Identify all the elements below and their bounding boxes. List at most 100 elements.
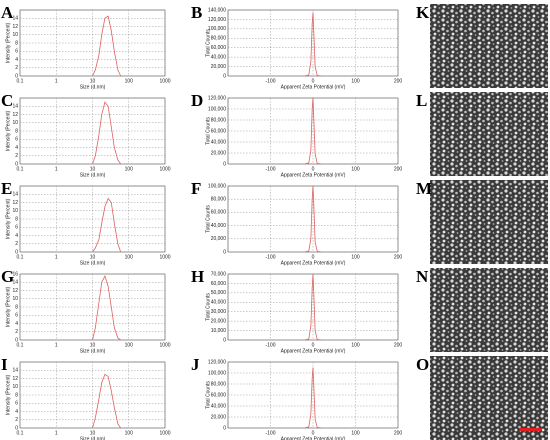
y-tick-label: 0 (223, 425, 226, 431)
x-axis-title: Size (d.nm) (80, 84, 106, 90)
data-line (92, 275, 121, 341)
y-tick-label: 2 (15, 65, 18, 71)
x-tick-label: 100 (351, 342, 360, 348)
y-tick-label: 20,000 (211, 150, 227, 156)
y-axis-title: Total Counts (205, 205, 211, 233)
x-axis-title: Apparent Zeta Potential (mV) (281, 84, 346, 90)
x-tick-label: 0.1 (17, 254, 24, 260)
y-tick-label: 14 (12, 280, 18, 286)
x-tick-label: 1 (55, 166, 58, 172)
panel-letter: M (416, 179, 432, 198)
micrograph (430, 180, 548, 264)
x-tick-label: 100 (351, 166, 360, 172)
data-line (92, 197, 122, 253)
data-line (304, 12, 322, 77)
x-tick-label: 1000 (159, 342, 170, 348)
panel-letter: N (416, 267, 429, 286)
x-tick-label: 100 (351, 254, 360, 260)
panel-letter: L (416, 91, 427, 110)
y-tick-label: 6 (15, 225, 18, 231)
y-tick-label: 30,000 (211, 309, 227, 315)
data-line (92, 373, 122, 429)
panel-letter: O (416, 355, 429, 374)
x-tick-label: -100 (265, 430, 275, 436)
data-line (92, 101, 122, 165)
y-tick-label: 0 (223, 337, 226, 343)
panel-letter: D (191, 91, 203, 110)
y-axis-title: Intensity (Percent) (5, 198, 11, 239)
y-tick-label: 40,000 (211, 300, 227, 306)
x-tick-label: -100 (265, 342, 275, 348)
x-tick-label: 200 (394, 254, 403, 260)
y-axis-title: Total Counts (205, 117, 211, 145)
x-tick-label: 100 (351, 430, 360, 436)
y-tick-label: 60,000 (211, 281, 227, 287)
y-tick-label: 10 (12, 208, 18, 214)
x-tick-label: 10 (90, 342, 96, 348)
y-tick-label: 12 (12, 200, 18, 206)
y-tick-label: 6 (15, 401, 18, 407)
y-axis-title: Total Counts (205, 381, 211, 409)
y-axis-title: Intensity (Percent) (5, 22, 11, 63)
y-tick-label: 20,000 (211, 236, 227, 242)
panel-letter: C (1, 91, 13, 110)
y-tick-label: 120,000 (208, 359, 226, 365)
scale-bar (520, 428, 542, 431)
y-tick-label: 0 (223, 73, 226, 79)
x-tick-label: 1 (55, 430, 58, 436)
x-tick-label: 10 (90, 78, 96, 84)
y-tick-label: 8 (15, 216, 18, 222)
x-tick-label: 10 (90, 166, 96, 172)
y-tick-label: 20,000 (211, 318, 227, 324)
x-tick-label: 100 (351, 78, 360, 84)
x-tick-label: 1 (55, 78, 58, 84)
y-tick-label: 10 (12, 32, 18, 38)
y-tick-label: 0 (15, 425, 18, 431)
x-tick-label: 100 (125, 342, 134, 348)
x-tick-label: 200 (394, 166, 403, 172)
x-tick-label: 1000 (159, 254, 170, 260)
x-tick-label: 200 (394, 430, 403, 436)
y-tick-label: 60,000 (211, 128, 227, 134)
micrograph (430, 4, 548, 88)
y-tick-label: 0 (15, 73, 18, 79)
y-tick-label: 6 (15, 49, 18, 55)
x-tick-label: 100 (125, 166, 134, 172)
x-tick-label: 1000 (159, 166, 170, 172)
y-tick-label: 2 (15, 329, 18, 335)
x-axis-title: Size (d.nm) (80, 260, 106, 266)
y-tick-label: 10,000 (211, 328, 227, 334)
x-tick-label: 0 (312, 254, 315, 260)
y-tick-label: 2 (15, 241, 18, 247)
y-tick-label: 40,000 (211, 403, 227, 409)
x-tick-label: 1000 (159, 430, 170, 436)
x-tick-label: -100 (265, 78, 275, 84)
x-axis-title: Apparent Zeta Potential (mV) (281, 172, 346, 178)
x-tick-label: 0.1 (17, 342, 24, 348)
x-tick-label: 200 (394, 78, 403, 84)
y-tick-label: 0 (15, 249, 18, 255)
y-axis-title: Intensity (Percent) (5, 374, 11, 415)
y-tick-label: 6 (15, 313, 18, 319)
y-tick-label: 60,000 (211, 45, 227, 51)
y-tick-label: 4 (15, 145, 18, 151)
y-tick-label: 120,000 (208, 95, 226, 101)
y-tick-label: 4 (15, 233, 18, 239)
x-tick-label: 10 (90, 430, 96, 436)
x-axis-title: Apparent Zeta Potential (mV) (281, 260, 346, 266)
panel-letter: A (1, 3, 14, 22)
x-tick-label: 0.1 (17, 430, 24, 436)
y-tick-label: 2 (15, 153, 18, 159)
panel-letter: H (191, 267, 204, 286)
x-tick-label: 0 (312, 78, 315, 84)
y-tick-label: 80,000 (211, 36, 227, 42)
micrograph (430, 356, 548, 440)
x-tick-label: 100 (125, 430, 134, 436)
y-tick-label: 16 (12, 271, 18, 277)
data-line (304, 367, 322, 429)
y-tick-label: 70,000 (211, 271, 227, 277)
y-tick-label: 40,000 (211, 54, 227, 60)
x-tick-label: 200 (394, 342, 403, 348)
y-tick-label: 40,000 (211, 139, 227, 145)
y-tick-label: 12 (12, 24, 18, 30)
